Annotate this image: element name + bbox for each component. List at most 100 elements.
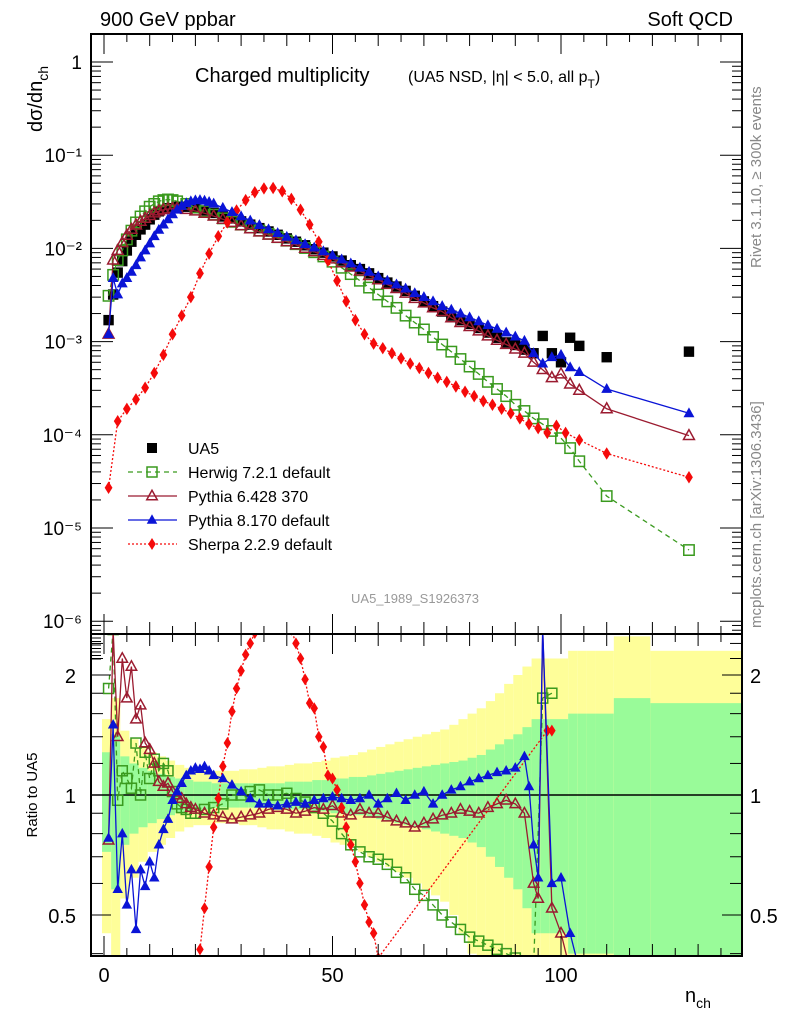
data-point	[436, 909, 448, 921]
data-point	[481, 328, 495, 341]
data-point	[548, 724, 556, 737]
data-point	[369, 337, 378, 350]
data-point	[479, 394, 488, 408]
ratio-ytick-label-right: 1	[750, 786, 761, 808]
ratio-panel: 0.5 0.5 1 1 2 2 0 50 100 Ratio to UA5 nch	[24, 633, 778, 1011]
legend-label: UA5	[188, 441, 219, 458]
data-point	[572, 382, 587, 395]
data-point	[510, 339, 521, 351]
ratio-bands	[102, 636, 741, 956]
data-point	[104, 481, 113, 495]
data-point	[464, 311, 476, 322]
data-point	[344, 807, 358, 820]
data-point	[219, 760, 227, 773]
data-point	[287, 192, 296, 206]
data-point	[555, 432, 567, 445]
data-point	[261, 802, 276, 814]
data-point	[399, 815, 413, 828]
main-panel: 1 10⁻¹ 10⁻² 10⁻³ 10⁻⁴ 10⁻⁵ 10⁻⁶ dσ/dnch Charge…	[25, 33, 743, 635]
data-point	[299, 238, 311, 249]
data-point	[599, 401, 614, 414]
data-point	[360, 327, 369, 341]
band-inner	[549, 719, 559, 934]
data-point	[270, 230, 285, 244]
legend-item: Sherpa 2.2.9 default	[128, 537, 333, 554]
band-inner	[586, 713, 596, 954]
data-point	[683, 407, 695, 418]
data-point	[126, 863, 137, 874]
legend-marker	[146, 514, 158, 524]
data-point	[272, 799, 283, 810]
data-point	[290, 796, 302, 806]
data-point	[473, 772, 484, 783]
xlabel: nch	[685, 985, 711, 1011]
data-point	[113, 414, 122, 428]
data-point	[517, 805, 531, 818]
analysis-watermark: UA5_1989_S1926373	[351, 591, 479, 606]
data-point	[328, 772, 337, 785]
data-point	[324, 254, 332, 267]
data-point	[682, 428, 696, 441]
data-point	[161, 775, 175, 788]
data-point	[235, 210, 247, 221]
data-point	[117, 827, 128, 838]
data-point	[482, 769, 494, 780]
data-point	[454, 923, 467, 936]
data-point	[246, 637, 254, 650]
main-subtitle: (UA5 NSD, |η| < 5.0, all pT)	[408, 69, 600, 91]
band-inner	[138, 767, 148, 828]
data-point	[499, 337, 513, 350]
data-point	[177, 309, 186, 322]
data-point	[555, 357, 567, 368]
data-point	[299, 798, 311, 808]
data-point	[683, 346, 695, 357]
ratio-ytick-label-right: 0.5	[750, 906, 778, 928]
data-point	[135, 251, 147, 262]
data-point	[102, 682, 115, 695]
band-inner	[120, 756, 130, 845]
data-point	[563, 376, 577, 389]
data-point	[537, 357, 549, 368]
data-point	[317, 245, 329, 256]
data-point	[217, 211, 229, 222]
data-point	[167, 794, 178, 805]
data-point	[602, 447, 611, 460]
data-point	[371, 805, 385, 818]
band-inner	[147, 770, 157, 824]
data-point	[400, 282, 412, 293]
data-point	[124, 659, 138, 672]
data-point	[356, 877, 364, 890]
ratio-tick-labels: 0.5 0.5 1 1 2 2 0 50 100	[48, 666, 778, 987]
data-point	[272, 227, 284, 237]
data-point	[310, 702, 318, 715]
data-point	[564, 927, 576, 937]
data-point	[436, 300, 448, 311]
rivet-label: Rivet 3.1.10, ≥ 300k events	[748, 86, 765, 268]
data-point	[528, 839, 539, 849]
data-point	[546, 877, 558, 888]
data-point	[391, 278, 402, 289]
data-point	[515, 412, 524, 425]
data-point	[176, 200, 188, 210]
ytick-label: 10⁻⁴	[43, 426, 82, 447]
data-point	[243, 221, 257, 234]
data-point	[252, 635, 258, 639]
data-point	[130, 737, 142, 749]
band-inner	[650, 703, 741, 956]
data-point	[351, 855, 360, 868]
main-series-sherpa-2-2-9-default	[104, 181, 693, 495]
main-ytick-labels: 1 10⁻¹ 10⁻² 10⁻³ 10⁻⁴ 10⁻⁵ 10⁻⁶	[43, 53, 82, 633]
band-inner	[504, 739, 514, 878]
legend-item: Herwig 7.2.1 default	[128, 465, 331, 482]
data-point	[500, 337, 512, 348]
data-point	[535, 362, 550, 375]
data-point	[244, 792, 256, 803]
data-point	[523, 780, 535, 791]
band-inner	[357, 776, 368, 816]
data-point	[426, 811, 440, 824]
data-point	[418, 296, 430, 307]
data-point	[203, 765, 215, 775]
data-point	[463, 360, 476, 373]
data-point	[289, 805, 303, 818]
data-point	[417, 815, 431, 828]
